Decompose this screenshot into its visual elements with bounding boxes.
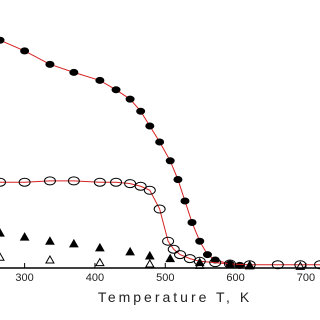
marker	[271, 260, 284, 270]
marker	[295, 261, 306, 270]
marker	[125, 95, 135, 103]
x-tick-label: 600	[226, 272, 244, 284]
marker	[225, 259, 235, 269]
marker	[0, 177, 6, 187]
marker	[194, 260, 205, 269]
marker	[153, 204, 166, 214]
marker	[0, 228, 5, 237]
x-axis-label: Temperature T, K	[98, 289, 252, 305]
marker	[18, 177, 31, 187]
marker	[111, 86, 121, 94]
marker	[20, 47, 30, 55]
marker	[155, 138, 165, 146]
marker	[145, 122, 155, 130]
marker	[43, 176, 56, 186]
marker	[95, 242, 105, 252]
x-tick-label: 700	[297, 272, 315, 284]
marker	[95, 257, 105, 267]
marker	[195, 237, 205, 245]
marker	[68, 238, 79, 248]
marker	[125, 246, 135, 256]
marker	[19, 232, 30, 241]
marker	[0, 36, 5, 44]
marker	[0, 252, 5, 261]
marker	[45, 236, 55, 245]
marker	[244, 260, 255, 270]
marker	[124, 179, 137, 189]
marker	[136, 107, 146, 115]
marker	[235, 261, 245, 269]
marker	[173, 176, 183, 184]
marker	[174, 250, 187, 260]
marker	[93, 177, 106, 187]
marker	[202, 251, 212, 259]
marker	[144, 258, 155, 268]
marker	[180, 197, 190, 205]
marker	[110, 177, 123, 187]
series-line	[0, 180, 320, 266]
x-tick-label: 400	[86, 272, 104, 284]
marker	[294, 260, 307, 270]
marker	[45, 254, 55, 264]
marker	[187, 218, 197, 226]
marker	[165, 157, 175, 165]
marker	[209, 258, 222, 268]
marker	[165, 253, 176, 263]
marker	[143, 185, 156, 195]
marker	[95, 76, 105, 84]
marker	[167, 244, 180, 254]
marker	[45, 60, 55, 68]
marker	[162, 236, 175, 246]
marker	[144, 250, 155, 260]
marker	[67, 176, 80, 186]
series-line	[0, 39, 240, 266]
marker	[69, 68, 79, 76]
marker	[314, 260, 320, 270]
x-tick-label: 500	[156, 272, 174, 284]
x-tick-label: 300	[15, 272, 33, 284]
marker	[134, 181, 147, 191]
